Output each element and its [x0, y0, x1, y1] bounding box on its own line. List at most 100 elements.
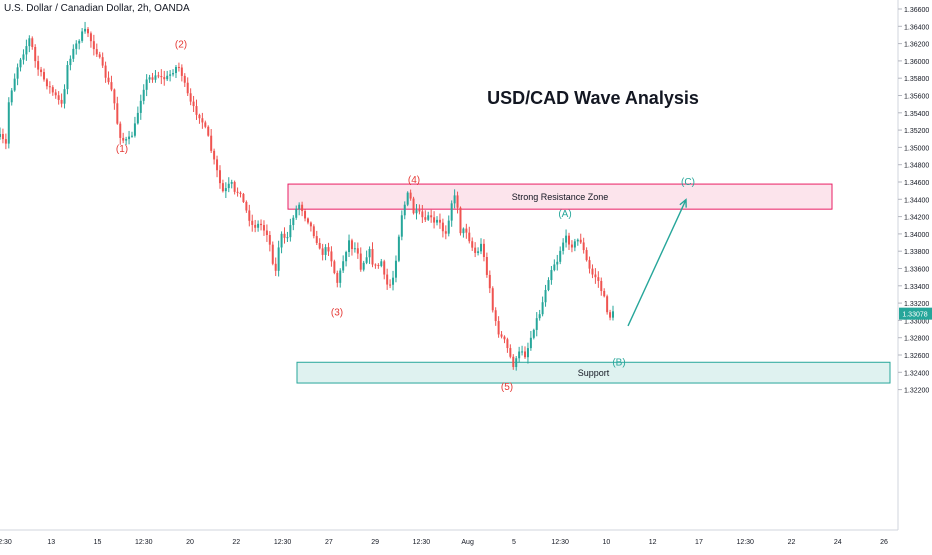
- candle-down: [594, 274, 597, 278]
- candle-down: [582, 242, 585, 251]
- candle-down: [306, 218, 309, 223]
- candle-down: [183, 75, 186, 83]
- candle-up: [139, 100, 142, 113]
- candle-up: [298, 204, 301, 209]
- candle-down: [104, 65, 107, 78]
- candle-down: [312, 226, 315, 237]
- candle-up: [63, 89, 66, 104]
- candle-up: [559, 250, 562, 262]
- candle-up: [78, 40, 81, 44]
- candle-up: [130, 135, 133, 137]
- candle-down: [350, 240, 353, 250]
- candle-down: [60, 99, 63, 104]
- x-tick-label: 12:30: [736, 539, 754, 546]
- candle-down: [430, 215, 433, 218]
- candle-down: [482, 243, 485, 258]
- x-tick-label: Aug: [461, 539, 474, 546]
- candle-down: [180, 67, 183, 76]
- candle-up: [166, 75, 169, 80]
- candle-up: [133, 123, 136, 136]
- x-tick-label: 24: [834, 539, 842, 546]
- candle-down: [371, 248, 374, 265]
- candle-up: [72, 48, 75, 59]
- zone-resistance: [287, 183, 833, 210]
- y-tick-label: 1.36400: [904, 24, 929, 31]
- candle-up: [277, 247, 280, 271]
- candle-down: [86, 28, 89, 34]
- candle-down: [503, 336, 506, 340]
- x-tick-label: 12:30: [413, 539, 431, 546]
- candle-down: [89, 33, 92, 42]
- candle-up: [392, 277, 395, 285]
- x-tick-label: 10: [603, 539, 611, 546]
- candle-down: [201, 118, 204, 123]
- y-tick-label: 1.36600: [904, 7, 929, 14]
- x-tick-label: 20: [186, 539, 194, 546]
- candle-down: [210, 135, 213, 151]
- candle-down: [248, 210, 251, 221]
- candle-up: [436, 219, 439, 223]
- candle-down: [494, 310, 497, 322]
- x-tick-label: 27: [325, 539, 333, 546]
- candle-down: [271, 244, 274, 264]
- candle-down: [110, 82, 113, 90]
- candle-down: [441, 222, 444, 232]
- candle-down: [444, 231, 447, 234]
- candle-up: [515, 358, 518, 368]
- candle-down: [42, 72, 45, 80]
- x-tick-label: 12: [649, 539, 657, 546]
- candle-down: [471, 241, 474, 248]
- y-tick-label: 1.35200: [904, 128, 929, 135]
- candle-up: [612, 311, 614, 318]
- candle-down: [603, 290, 606, 297]
- candle-up: [380, 261, 383, 266]
- candle-up: [521, 351, 524, 353]
- candle-down: [506, 339, 509, 349]
- candle-up: [136, 112, 139, 124]
- wave-label: (5): [501, 382, 513, 393]
- wave-label: (B): [612, 358, 625, 369]
- candle-down: [221, 183, 224, 192]
- x-tick-label: 15: [94, 539, 102, 546]
- candle-up: [230, 182, 233, 184]
- candle-down: [485, 257, 488, 275]
- candle-down: [491, 288, 494, 311]
- candle-down: [1, 134, 4, 140]
- x-tick-label: 12:30: [274, 539, 292, 546]
- candle-up: [69, 58, 72, 66]
- candle-down: [497, 321, 500, 335]
- candle-down: [524, 351, 527, 358]
- candle-up: [565, 235, 568, 243]
- candle-down: [119, 123, 122, 138]
- wave-label: (C): [681, 177, 695, 188]
- candle-up: [292, 217, 295, 226]
- candle-up: [10, 90, 13, 103]
- y-tick-label: 1.32800: [904, 336, 929, 343]
- candle-up: [342, 261, 345, 271]
- candle-up: [227, 183, 230, 189]
- candle-up: [427, 215, 430, 220]
- candle-down: [51, 87, 54, 93]
- candle-down: [500, 334, 503, 337]
- candle-down: [383, 261, 386, 275]
- projection-arrow-head: [679, 198, 687, 208]
- candle-up: [529, 337, 532, 349]
- candle-up: [397, 236, 400, 261]
- candle-down: [48, 86, 51, 88]
- x-tick-label: 5: [512, 539, 516, 546]
- candle-down: [359, 253, 362, 270]
- candle-up: [142, 89, 145, 101]
- y-tick-label: 1.34800: [904, 163, 929, 170]
- candle-down: [4, 139, 7, 144]
- x-tick-label: 26: [880, 539, 888, 546]
- candle-up: [550, 270, 553, 281]
- candle-down: [31, 38, 34, 47]
- candle-up: [13, 78, 16, 91]
- candle-down: [213, 150, 216, 160]
- y-tick-label: 1.35000: [904, 145, 929, 152]
- y-tick-label: 1.33000: [904, 318, 929, 325]
- last-price-label: 1.33078: [902, 312, 927, 319]
- y-tick-label: 1.34000: [904, 232, 929, 239]
